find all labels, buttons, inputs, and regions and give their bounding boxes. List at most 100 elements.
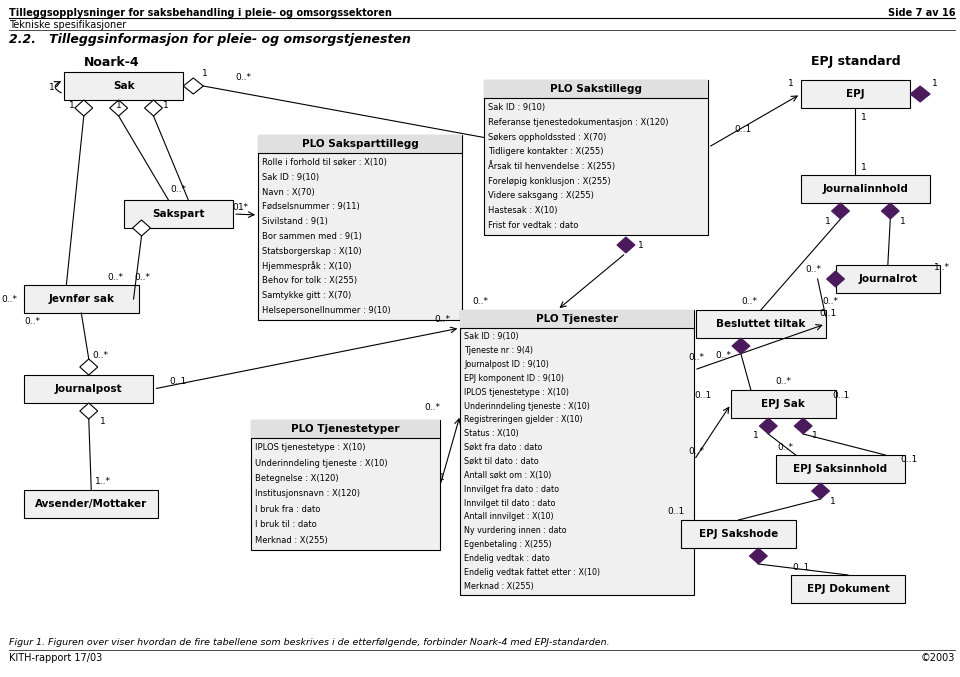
Bar [252, 420, 441, 438]
Text: Tilleggsopplysninger for saksbehandling i pleie- og omsorgssektoren: Tilleggsopplysninger for saksbehandling … [9, 8, 392, 18]
Text: Sakspart: Sakspart [152, 209, 204, 219]
Text: Innvilget fra dato : dato: Innvilget fra dato : dato [464, 485, 560, 494]
Text: 0..*: 0..* [1, 294, 17, 303]
Text: Referanse tjenestedokumentasjon : X(120): Referanse tjenestedokumentasjon : X(120) [488, 118, 668, 127]
Text: KITH-rapport 17/03: KITH-rapport 17/03 [9, 653, 103, 663]
Text: Tekniske spesifikasjoner: Tekniske spesifikasjoner [9, 20, 127, 30]
Bar [124, 200, 233, 228]
Text: 0..*: 0..* [715, 351, 731, 360]
Text: Antall innvilget : X(10): Antall innvilget : X(10) [464, 512, 554, 521]
Text: Behov for tolk : X(255): Behov for tolk : X(255) [262, 276, 357, 285]
Text: Underinndeling tjeneste : X(10): Underinndeling tjeneste : X(10) [255, 459, 388, 468]
Text: Søkt til dato : dato: Søkt til dato : dato [464, 457, 539, 466]
Bar [460, 310, 694, 328]
Text: 0..1: 0..1 [819, 309, 836, 318]
Text: 1: 1 [49, 83, 55, 91]
Text: 0..*: 0..* [134, 273, 151, 282]
Text: EPJ: EPJ [846, 89, 865, 99]
Text: Fødselsnummer : 9(11): Fødselsnummer : 9(11) [262, 202, 360, 211]
Text: 0..*: 0..* [93, 351, 108, 359]
Text: Journalinnhold: Journalinnhold [823, 184, 908, 194]
Text: Sak ID : 9(10): Sak ID : 9(10) [262, 173, 319, 182]
Bar [801, 80, 910, 108]
Text: 0..1: 0..1 [694, 391, 711, 401]
Text: 0..*: 0..* [778, 443, 794, 452]
Polygon shape [827, 271, 845, 287]
Bar [64, 72, 183, 100]
Polygon shape [109, 100, 128, 116]
Bar [835, 265, 940, 293]
Text: Registreringen gjelder : X(10): Registreringen gjelder : X(10) [464, 416, 583, 424]
Text: Antall søkt om : X(10): Antall søkt om : X(10) [464, 471, 551, 480]
Text: Årsak til henvendelse : X(255): Årsak til henvendelse : X(255) [488, 162, 615, 171]
Text: Underinndeling tjeneste : X(10): Underinndeling tjeneste : X(10) [464, 401, 590, 411]
Text: 1: 1 [69, 102, 75, 110]
Text: IPLOS tjenestetype : X(10): IPLOS tjenestetype : X(10) [464, 388, 569, 397]
Text: Søkers oppholdssted : X(70): Søkers oppholdssted : X(70) [488, 133, 607, 141]
Text: 0..1: 0..1 [170, 376, 187, 385]
Text: Innvilget til dato : dato: Innvilget til dato : dato [464, 498, 556, 508]
Bar [258, 135, 462, 153]
Text: 1: 1 [638, 240, 644, 250]
Text: Side 7 av 16: Side 7 av 16 [888, 8, 955, 18]
Text: 0..1: 0..1 [832, 391, 850, 399]
Bar [24, 285, 138, 313]
Polygon shape [759, 418, 778, 434]
Text: Jevnfør sak: Jevnfør sak [48, 294, 114, 304]
Bar [258, 135, 462, 320]
Text: Helsepersonellnummer : 9(10): Helsepersonellnummer : 9(10) [262, 306, 391, 315]
Text: Journalpost: Journalpost [55, 384, 123, 394]
Polygon shape [750, 548, 767, 564]
Text: 0..1: 0..1 [667, 508, 684, 517]
Text: 0..1: 0..1 [792, 563, 809, 571]
Text: 0..*: 0..* [108, 273, 124, 282]
Polygon shape [80, 359, 98, 375]
Text: I bruk fra : dato: I bruk fra : dato [255, 505, 321, 514]
Text: Sak: Sak [112, 81, 134, 91]
Text: 0..*: 0..* [776, 378, 791, 387]
Polygon shape [794, 418, 812, 434]
Text: PLO Saksparttillegg: PLO Saksparttillegg [301, 139, 419, 149]
Text: 1: 1 [829, 496, 835, 506]
Text: Journalpost ID : 9(10): Journalpost ID : 9(10) [464, 360, 549, 369]
Text: 0..1: 0..1 [900, 454, 918, 464]
Text: 1..*: 1..* [934, 263, 950, 271]
Bar [24, 375, 154, 403]
Polygon shape [910, 86, 930, 102]
Text: PLO Tjenestetyper: PLO Tjenestetyper [292, 424, 400, 434]
Bar [252, 420, 441, 550]
Text: 1: 1 [162, 102, 168, 110]
Text: 0..*: 0..* [235, 74, 252, 83]
Text: Noark-4: Noark-4 [84, 56, 139, 68]
Polygon shape [145, 100, 162, 116]
Text: 1: 1 [860, 114, 866, 123]
Bar [696, 310, 826, 338]
Text: 0..*: 0..* [688, 353, 704, 362]
Text: 1: 1 [812, 431, 818, 441]
Text: 1: 1 [932, 79, 938, 89]
Text: Merknad : X(255): Merknad : X(255) [464, 582, 534, 590]
Text: Hastesak : X(10): Hastesak : X(10) [488, 206, 558, 215]
Text: PLO Tjenester: PLO Tjenester [536, 314, 618, 324]
Polygon shape [617, 237, 635, 253]
Text: EPJ Saksinnhold: EPJ Saksinnhold [794, 464, 888, 474]
Text: Sivilstand : 9(1): Sivilstand : 9(1) [262, 217, 328, 226]
Polygon shape [831, 203, 850, 219]
Polygon shape [75, 100, 93, 116]
Text: Samtykke gitt : X(70): Samtykke gitt : X(70) [262, 291, 351, 300]
Bar [484, 80, 708, 98]
Text: 1: 1 [825, 217, 830, 225]
Text: 1: 1 [860, 162, 866, 171]
Text: 0..*: 0..* [434, 315, 450, 324]
Bar [801, 175, 930, 203]
Text: Tidligere kontakter : X(255): Tidligere kontakter : X(255) [488, 148, 604, 156]
Text: EPJ Sakshode: EPJ Sakshode [699, 529, 779, 539]
Text: Rolle i forhold til søker : X(10): Rolle i forhold til søker : X(10) [262, 158, 387, 167]
Text: Frist for vedtak : dato: Frist for vedtak : dato [488, 221, 579, 230]
Bar [460, 310, 694, 595]
Polygon shape [80, 403, 98, 419]
Text: Figur 1. Figuren over viser hvordan de fire tabellene som beskrives i de etterfø: Figur 1. Figuren over viser hvordan de f… [9, 638, 610, 647]
Text: 0..*: 0..* [741, 297, 756, 307]
Text: 0..*: 0..* [232, 204, 248, 213]
Text: 1..*: 1..* [95, 477, 111, 487]
